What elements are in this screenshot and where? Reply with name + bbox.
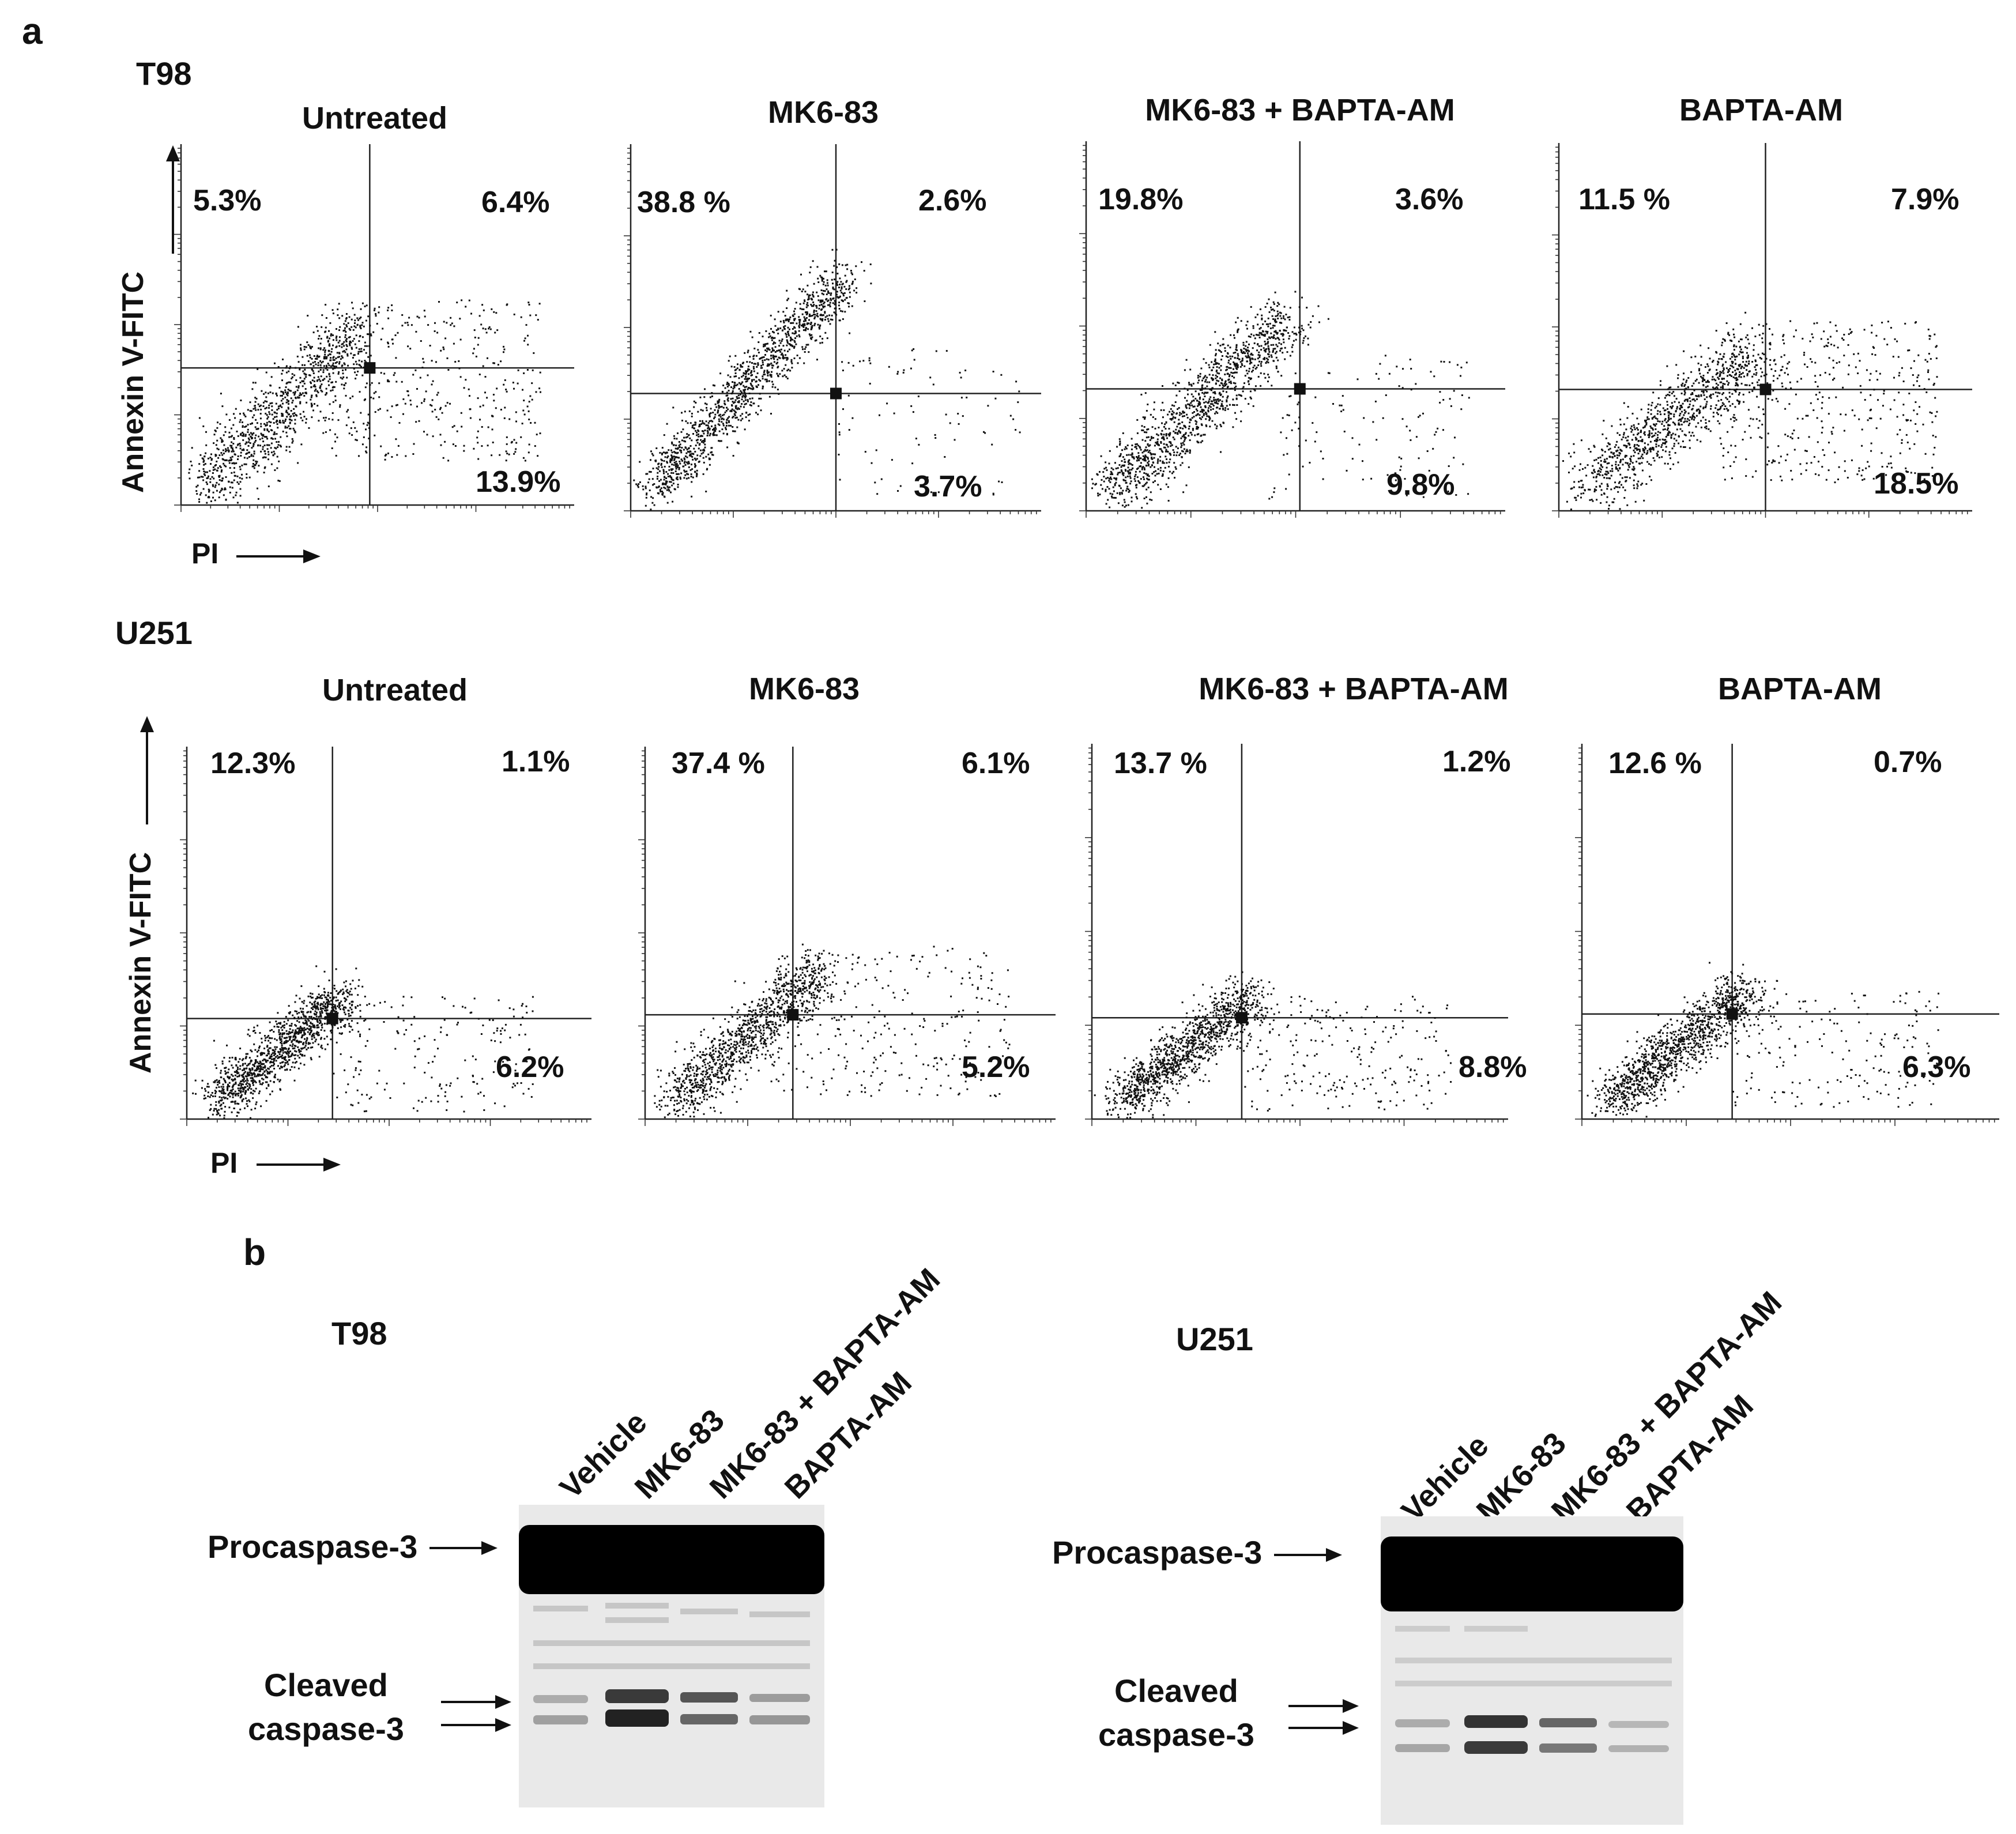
pct-upper-left: 38.8 % [637,186,730,219]
pct-lower-right: 8.8% [1459,1050,1527,1084]
plot-title: MK6-83 [767,95,879,130]
pct-upper-left: 13.7 % [1114,747,1207,780]
y-axis-label-u251: Annexin V-FITC [124,852,157,1074]
panel-a-letter: a [22,10,43,52]
x-axis-arrow-t98 [236,549,321,563]
plot-title: MK6-83 + BAPTA-AM [1145,93,1455,127]
plot-title: Untreated [322,673,468,707]
procaspase-arrow-t98 [429,1541,498,1555]
western-blot-t98 [519,1505,824,1807]
x-axis-label-t98: PI [191,537,219,570]
pct-upper-right: 1.1% [502,745,570,778]
pct-lower-right: 5.2% [962,1050,1030,1084]
pct-upper-left: 19.8% [1098,183,1184,216]
pct-upper-left: 5.3% [193,184,262,217]
pct-upper-right: 6.1% [962,747,1030,780]
blot-t98-cell-line: T98 [331,1315,387,1351]
cleaved-label-line1: Cleaved [264,1667,388,1703]
cleaved-label-u251: Cleaved caspase-3 [1098,1669,1254,1756]
panel-b-letter: b [243,1232,266,1273]
procaspase-arrow-u251 [1274,1548,1342,1562]
procaspase-label-u251: Procaspase-3 [1052,1534,1263,1571]
cleaved-label-line2: caspase-3 [248,1710,404,1747]
pct-lower-right: 6.3% [1902,1050,1971,1084]
y-axis-arrow-u251 [140,716,154,824]
row-u251-cell-line: U251 [115,615,193,651]
flow-plot-u251-mk6-83 [638,747,1056,1126]
x-axis-label-u251: PI [210,1147,238,1179]
western-blot-u251 [1381,1516,1683,1825]
pct-upper-right: 2.6% [918,184,987,217]
pct-lower-right: 13.9% [476,465,561,499]
pct-upper-right: 1.2% [1442,745,1511,778]
pct-upper-right: 6.4% [481,186,550,219]
flow-plot-t98-mk6-83 [624,144,1041,518]
flow-plot-t98-bapta [1552,143,1972,518]
plot-title: BAPTA-AM [1679,93,1843,127]
pct-upper-left: 12.3% [210,747,296,780]
procaspase-label-t98: Procaspase-3 [208,1528,418,1565]
pct-lower-right: 3.7% [914,470,982,503]
flow-plot-t98-untreated [174,144,574,512]
flow-plot-u251-bapta [1575,744,1999,1126]
flow-plot-u251-mk6-83-bapta [1085,744,1508,1126]
flow-plot-t98-mk6-83-bapta [1079,141,1505,518]
cleaved-arrows-t98 [441,1695,511,1732]
pct-upper-left: 12.6 % [1608,747,1702,780]
pct-upper-left: 11.5 % [1578,183,1671,216]
blot-u251-cell-line: U251 [1176,1321,1253,1357]
plot-title: Untreated [302,101,448,135]
pct-lower-right: 9.8% [1386,468,1455,502]
cleaved-label-t98: Cleaved caspase-3 [248,1663,404,1750]
pct-lower-right: 6.2% [496,1050,564,1084]
pct-lower-right: 18.5% [1874,467,1959,500]
y-axis-label-t98: Annexin V-FITC [116,271,150,493]
plot-title: MK6-83 [748,672,860,706]
plot-title: BAPTA-AM [1718,672,1882,706]
pct-upper-left: 37.4 % [672,747,765,780]
cleaved-label-line1: Cleaved [1114,1673,1238,1709]
row-t98-cell-line: T98 [136,55,192,92]
y-axis-arrow-t98 [166,145,180,254]
flow-plot-u251-untreated [180,747,591,1126]
pct-upper-right: 3.6% [1395,183,1464,216]
pct-upper-right: 7.9% [1891,183,1960,216]
x-axis-arrow-u251 [257,1158,341,1172]
cleaved-label-line2: caspase-3 [1098,1716,1254,1753]
cleaved-arrows-u251 [1288,1699,1359,1735]
pct-upper-right: 0.7% [1874,745,1942,779]
plot-title: MK6-83 + BAPTA-AM [1199,672,1509,706]
